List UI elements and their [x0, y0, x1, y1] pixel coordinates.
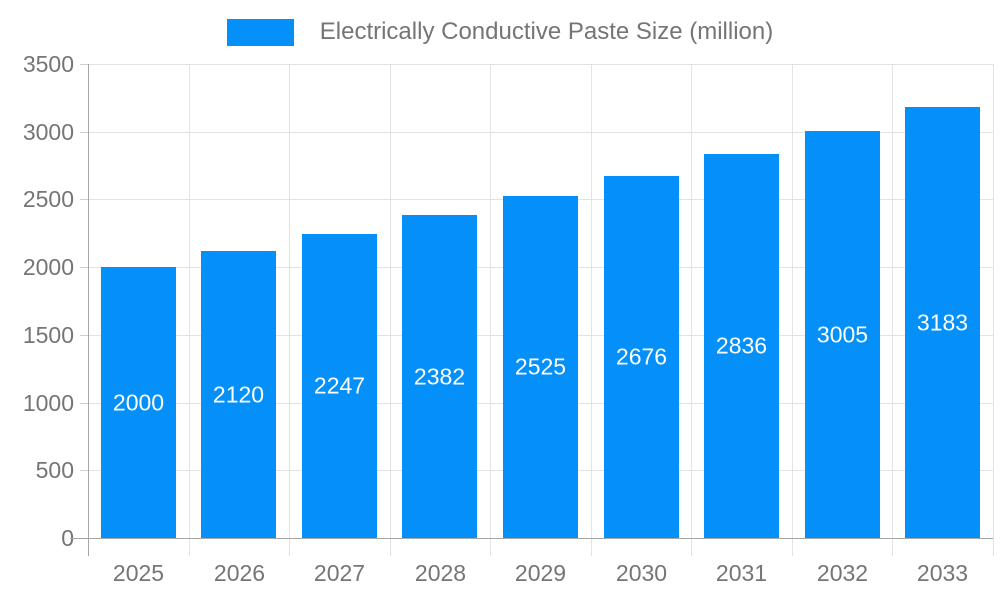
- vertical-gridline: [993, 64, 994, 556]
- vertical-gridline: [490, 64, 491, 556]
- horizontal-gridline: [88, 132, 993, 133]
- x-axis-label: 2031: [715, 560, 768, 586]
- x-axis-label: 2026: [213, 560, 266, 586]
- bar-2025: 2000: [101, 267, 176, 538]
- bar-2028: 2382: [402, 215, 477, 538]
- y-axis-tick: [80, 335, 88, 336]
- y-axis-tick: [80, 267, 88, 268]
- y-axis-label: 2500: [22, 186, 74, 212]
- bar-2029: 2525: [503, 196, 578, 538]
- x-axis-label: 2027: [313, 560, 366, 586]
- vertical-gridline: [289, 64, 290, 556]
- y-axis-tick: [80, 132, 88, 133]
- x-axis-label: 2028: [414, 560, 467, 586]
- y-axis-label: 2000: [22, 254, 74, 280]
- y-axis-line: [88, 64, 89, 556]
- x-axis-label: 2029: [514, 560, 567, 586]
- vertical-gridline: [691, 64, 692, 556]
- legend-label: Electrically Conductive Paste Size (mill…: [319, 18, 774, 45]
- bar-value-label: 2676: [615, 343, 668, 370]
- bar-value-label: 2000: [112, 389, 165, 415]
- x-axis-label: 2033: [916, 560, 969, 586]
- bar-value-label: 2120: [212, 381, 265, 407]
- y-axis-tick: [80, 199, 88, 200]
- y-axis-label: 1000: [22, 390, 74, 416]
- x-axis-line: [70, 538, 993, 539]
- vertical-gridline: [189, 64, 190, 556]
- bar-value-label: 2247: [313, 372, 366, 399]
- vertical-gridline: [591, 64, 592, 556]
- y-axis-tick: [80, 470, 88, 471]
- bar-2030: 2676: [604, 176, 679, 538]
- bar-2033: 3183: [905, 107, 980, 538]
- y-axis-label: 0: [61, 525, 74, 551]
- bar-2031: 2836: [704, 154, 779, 538]
- bar-2027: 2247: [302, 234, 377, 538]
- horizontal-gridline: [88, 64, 993, 65]
- y-axis-label: 500: [35, 457, 74, 483]
- y-axis-label: 1500: [22, 322, 74, 348]
- y-axis-tick: [80, 64, 88, 65]
- vertical-gridline: [390, 64, 391, 556]
- chart-legend: Electrically Conductive Paste Size (mill…: [0, 14, 1000, 50]
- bar-2032: 3005: [805, 131, 880, 538]
- legend-swatch: [226, 18, 294, 46]
- bar-value-label: 3005: [816, 321, 869, 347]
- y-axis-tick: [80, 403, 88, 404]
- bar-value-label: 2836: [715, 332, 768, 359]
- y-axis-label: 3000: [22, 119, 74, 145]
- x-axis-label: 2032: [816, 560, 869, 586]
- vertical-gridline: [892, 64, 893, 556]
- bar-value-label: 2525: [514, 353, 567, 380]
- bar-value-label: 2382: [413, 363, 466, 389]
- vertical-gridline: [792, 64, 793, 556]
- y-axis-label: 3500: [22, 51, 74, 77]
- bar-value-label: 3183: [916, 309, 969, 335]
- x-axis-label: 2030: [615, 560, 668, 586]
- bar-2026: 2120: [201, 251, 276, 538]
- x-axis-label: 2025: [112, 560, 165, 586]
